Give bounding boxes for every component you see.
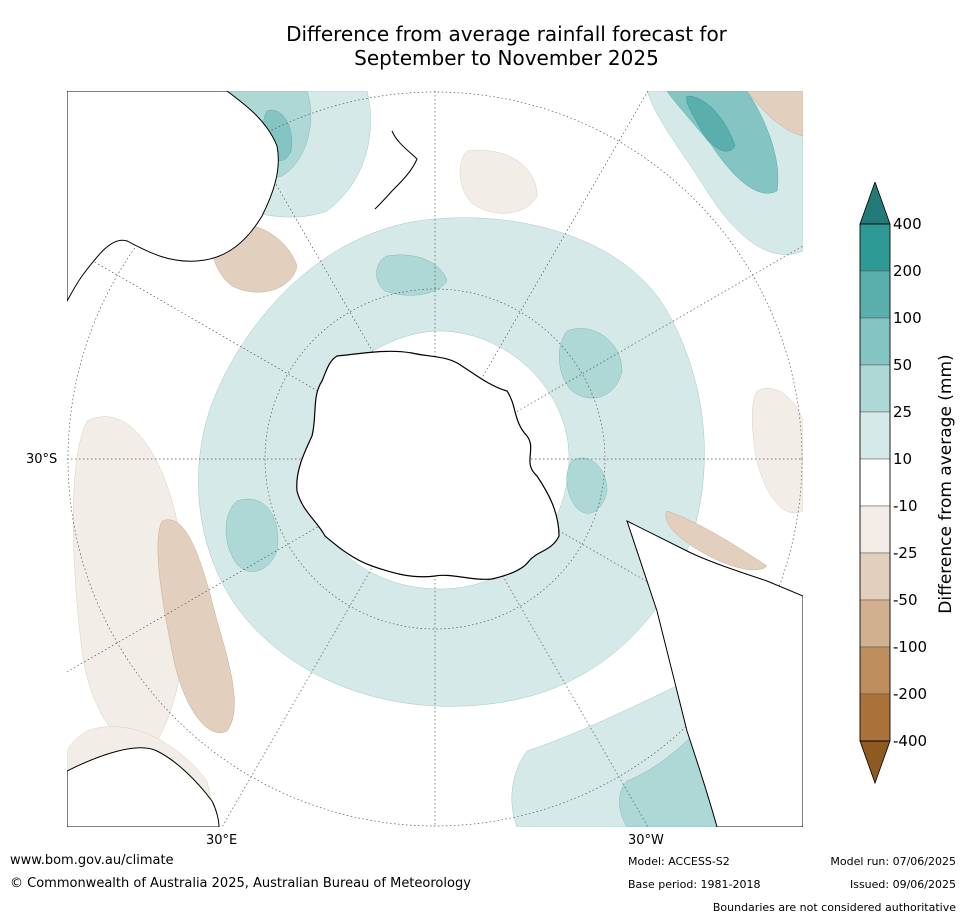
dry-region-pacific-corner [746,91,803,137]
model-text: Model: ACCESS-S2 [628,855,730,868]
title-line-2: September to November 2025 [354,46,659,70]
copyright-text: © Commonwealth of Australia 2025, Austra… [10,876,471,891]
boundaries-note: Boundaries are not considered authoritat… [712,901,956,914]
dry-patch-east-pacific [752,388,803,514]
south-america-coastline [626,520,803,827]
issued-text: Issued: 09/06/2025 [849,878,956,891]
colorbar-tick-label: -400 [893,732,928,750]
latitude-label: 30°S [26,452,58,467]
colorbar-label: Difference from average (mm) [936,354,956,614]
longitude-label-east: 30°E [206,833,238,848]
colorbar-swatch [859,458,891,507]
colorbar-swatch [859,223,891,272]
africa-coastline [67,747,220,827]
colorbar-tick-label: -50 [893,591,918,609]
longitude-label-west: 30°W [628,833,664,848]
colorbar-tick-label: 10 [893,450,913,468]
base-period-text: Base period: 1981-2018 [628,878,761,891]
website-link[interactable]: www.bom.gov.au/climate [10,853,174,868]
wet-patch-25-50 [558,328,623,399]
colorbar-extend-top [859,182,891,225]
title-line-1: Difference from average rainfall forecas… [286,22,727,46]
colorbar-tick-label: 200 [893,262,922,280]
antarctica-coastline [296,350,560,580]
colorbar-swatch [859,505,891,554]
wet-patch-25-50 [376,254,448,296]
colorbar-tick-label: 25 [893,403,913,421]
colorbar-tick-label: 100 [893,309,922,327]
colorbar-swatch [859,599,891,648]
colorbar-outline [859,223,891,742]
wet-patch-25-50 [566,457,608,514]
colorbar-tick-label: -200 [893,685,928,703]
australia-coastline [67,91,279,302]
colorbar-swatch [859,693,891,742]
colorbar [859,182,891,785]
map-title: Difference from average rainfall forecas… [0,22,965,70]
colorbar-swatch [859,552,891,601]
new-zealand-coastline [374,130,418,210]
colorbar-extend-bottom [859,740,891,785]
colorbar-tick-label: -25 [893,544,918,562]
colorbar-swatch [859,270,891,319]
colorbar-tick-label: -10 [893,497,918,515]
dry-patch-south-america-coast [665,510,768,571]
colorbar-tick-label: 400 [893,215,922,233]
model-run-text: Model run: 07/06/2025 [830,855,956,868]
polar-map [67,91,803,827]
dry-patch-pacific [459,149,538,214]
colorbar-swatch [859,364,891,413]
colorbar-swatch [859,646,891,695]
dry-patch-atlantic-core [157,519,235,733]
colorbar-swatch [859,317,891,366]
colorbar-tick-label: -100 [893,638,928,656]
wet-patch-25-50 [225,498,279,572]
colorbar-tick-label: 50 [893,356,913,374]
colorbar-swatch [859,411,891,460]
wet-region-pacific-core [686,95,736,152]
